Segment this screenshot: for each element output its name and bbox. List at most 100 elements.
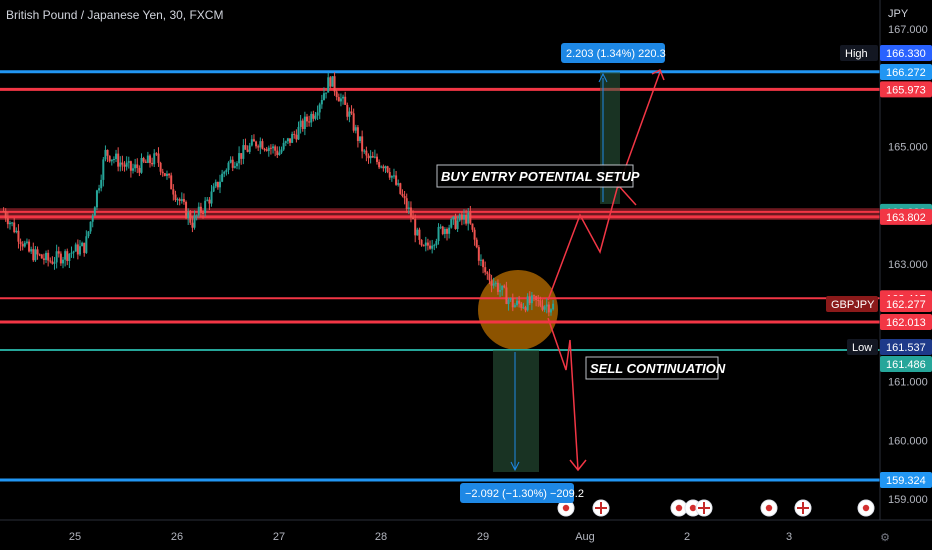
candle-body [244,145,247,150]
candle-body [280,149,283,153]
y-tick-label-2: 163.000 [888,259,928,271]
candle-body [21,244,24,247]
candle-body [352,113,355,131]
candle-body [431,245,434,249]
candle-body [363,150,366,152]
candle-body [516,300,519,306]
candle-body [526,296,529,311]
candle-body [163,173,166,176]
short-measure-arrowhead [510,461,520,472]
short-measure-badge[interactable] [460,483,574,503]
candle-body [460,214,463,220]
candle-body [420,239,423,246]
candle-body [337,97,340,102]
price-labels: 166.330High166.272165.973163.888163.8021… [826,45,932,488]
candle-body [165,173,168,176]
candle-body [272,146,275,149]
candle-body [180,199,183,201]
candle-body [34,249,37,261]
settings-gear-icon[interactable]: ⚙ [880,532,890,544]
annotations[interactable]: BUY ENTRY POTENTIAL SETUP SELL CONTINUATI… [436,43,726,503]
candle-body [32,249,35,261]
candle-body [72,251,75,253]
price-label-10: 159.324 [886,475,926,487]
candle-body [68,253,71,262]
y-tick-label-0: 167.000 [888,24,928,36]
candle-body [549,309,552,313]
candle-body [462,214,465,220]
candle-body [484,267,487,273]
short-measure-box[interactable] [493,350,539,472]
candle-body [490,280,493,286]
candle-body [219,181,222,188]
candle-body [104,149,107,160]
candle-body [456,220,459,229]
x-tick-label-4: 29 [477,531,489,543]
candle-body [51,261,54,264]
y-tick-label-1: 165.000 [888,142,928,154]
candle-body [146,155,149,163]
candle-body [221,173,224,182]
candle-body [55,251,58,263]
price-label-1: 166.272 [886,67,926,79]
candle-body [151,162,154,165]
candle-body [142,158,145,162]
candle-body [528,296,531,304]
candle-body [13,222,16,233]
buy-path-line[interactable] [547,183,637,301]
candle-body [252,139,255,142]
candle-body [344,96,347,105]
resistance-zone-band [0,208,880,220]
candle-body [233,166,236,168]
candle-body [433,245,436,247]
candle-body [208,199,211,204]
candle-body [168,173,171,176]
jp-flag-dot-icon [675,504,683,512]
candle-body [172,189,175,195]
candle-body [331,76,334,87]
candle-body [537,300,540,302]
long-measure-badge[interactable] [561,43,665,63]
candle-body [435,241,438,246]
candle-body [259,141,262,148]
candle-body [170,175,173,190]
candle-body [524,307,527,311]
candle-body [361,136,364,152]
price-label-box-0 [880,45,932,61]
candle-body [2,211,5,213]
candle-body [28,241,31,252]
candle-body [475,239,478,248]
candle-body [446,229,449,234]
candle-body [255,141,258,147]
candle-body [305,116,308,122]
horizontal-levels[interactable] [0,70,880,482]
candle-body [197,206,200,216]
candle-body [195,215,198,217]
candle-body [263,148,266,150]
candle-body [458,214,461,221]
candle-body [384,166,387,169]
candle-body [469,212,472,224]
candle-body [193,215,196,228]
sell-continuation-box[interactable] [585,356,719,380]
candle-body [348,111,351,117]
candle-body [136,164,139,168]
candle-body [83,242,86,253]
buy-setup-box[interactable] [436,164,634,188]
price-tag-8: Low [852,342,872,354]
candle-body [320,99,323,105]
candle-body [378,161,381,168]
candle-body [59,253,62,264]
candle-body [505,287,508,304]
candle-body [543,306,546,310]
time-axis[interactable]: 25 26 27 28 29 Aug 2 3 [0,519,932,543]
event-icons[interactable] [557,499,875,517]
candle-body [333,76,336,92]
candle-body [409,207,412,218]
candle-body [4,211,7,219]
candle-body [412,217,415,220]
candle-body [545,304,548,307]
sell-path-line[interactable] [547,317,579,471]
price-label-box-4 [880,208,932,225]
